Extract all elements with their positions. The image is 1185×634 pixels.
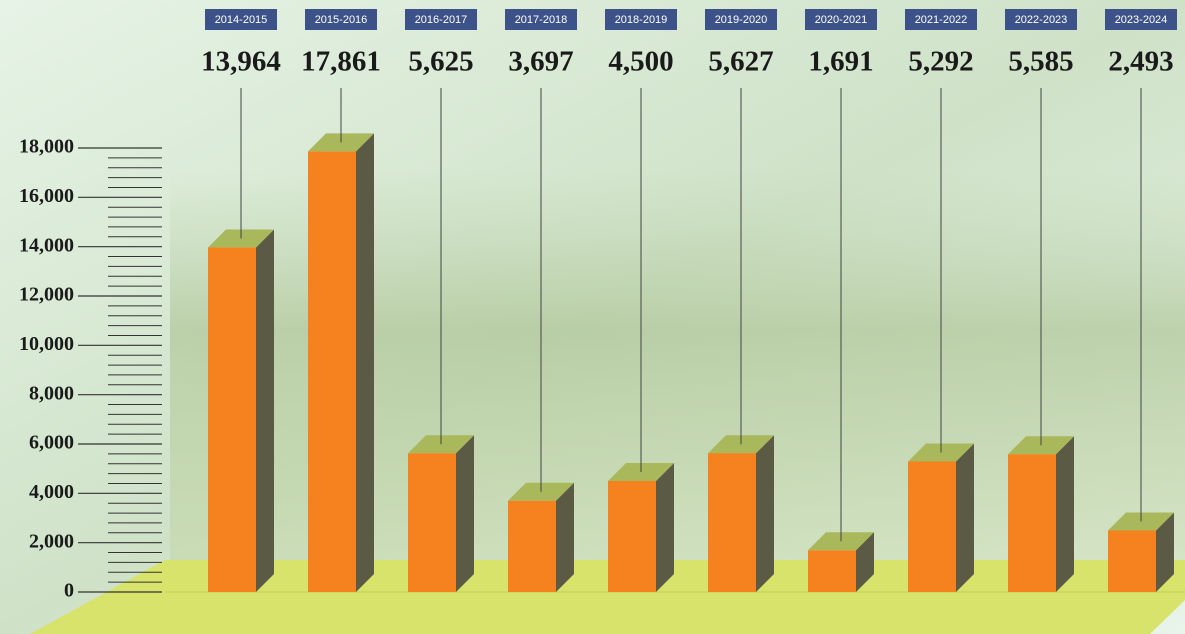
- y-tick-label: 16,000: [19, 185, 74, 207]
- bar-side: [756, 435, 774, 592]
- category-label: 2023-2024: [1115, 14, 1168, 26]
- value-label: 4,500: [608, 46, 673, 78]
- category-label: 2022-2023: [1015, 14, 1068, 26]
- value-label: 13,964: [201, 46, 281, 78]
- y-tick-label: 0: [64, 580, 74, 602]
- bar-side: [556, 483, 574, 592]
- bar-side: [656, 463, 674, 592]
- y-tick-label: 8,000: [29, 382, 74, 404]
- bar: [908, 461, 956, 592]
- y-tick-label: 14,000: [19, 234, 74, 256]
- chart: 0 2,000 4,000 6,000 8,000 10,000 12,000 14,000 1…: [0, 0, 1185, 634]
- category-label: 2019-2020: [715, 14, 768, 26]
- bar-side: [1056, 436, 1074, 592]
- value-label: 2,493: [1108, 46, 1173, 78]
- bar: [408, 453, 456, 592]
- value-label: 3,697: [508, 46, 573, 78]
- bar-side: [956, 443, 974, 592]
- category-label: 2018-2019: [615, 14, 668, 26]
- bar: [1008, 454, 1056, 592]
- bar: [308, 151, 356, 592]
- y-tick-label: 2,000: [29, 530, 74, 552]
- value-label: 5,585: [1008, 46, 1073, 78]
- value-label: 5,627: [708, 46, 773, 78]
- bar: [1108, 531, 1156, 592]
- bar-side: [256, 230, 274, 592]
- bar: [608, 481, 656, 592]
- y-tick-label: 6,000: [29, 432, 74, 454]
- y-tick-label: 10,000: [19, 333, 74, 355]
- bar-side: [356, 133, 374, 592]
- bar: [208, 248, 256, 592]
- y-tick-label: 12,000: [19, 284, 74, 306]
- value-label: 5,292: [908, 46, 973, 78]
- bar-side: [456, 435, 474, 592]
- value-label: 5,625: [408, 46, 473, 78]
- category-label: 2017-2018: [515, 14, 568, 26]
- bar: [508, 501, 556, 592]
- category-label: 2021-2022: [915, 14, 968, 26]
- y-tick-label: 4,000: [29, 481, 74, 503]
- bar: [708, 453, 756, 592]
- category-label: 2016-2017: [415, 14, 468, 26]
- category-label: 2014-2015: [215, 14, 268, 26]
- y-tick-label: 18,000: [19, 136, 74, 158]
- value-label: 1,691: [808, 46, 873, 78]
- value-label: 17,861: [301, 46, 381, 78]
- category-label: 2020-2021: [815, 14, 868, 26]
- category-label: 2015-2016: [315, 14, 368, 26]
- bar: [808, 550, 856, 592]
